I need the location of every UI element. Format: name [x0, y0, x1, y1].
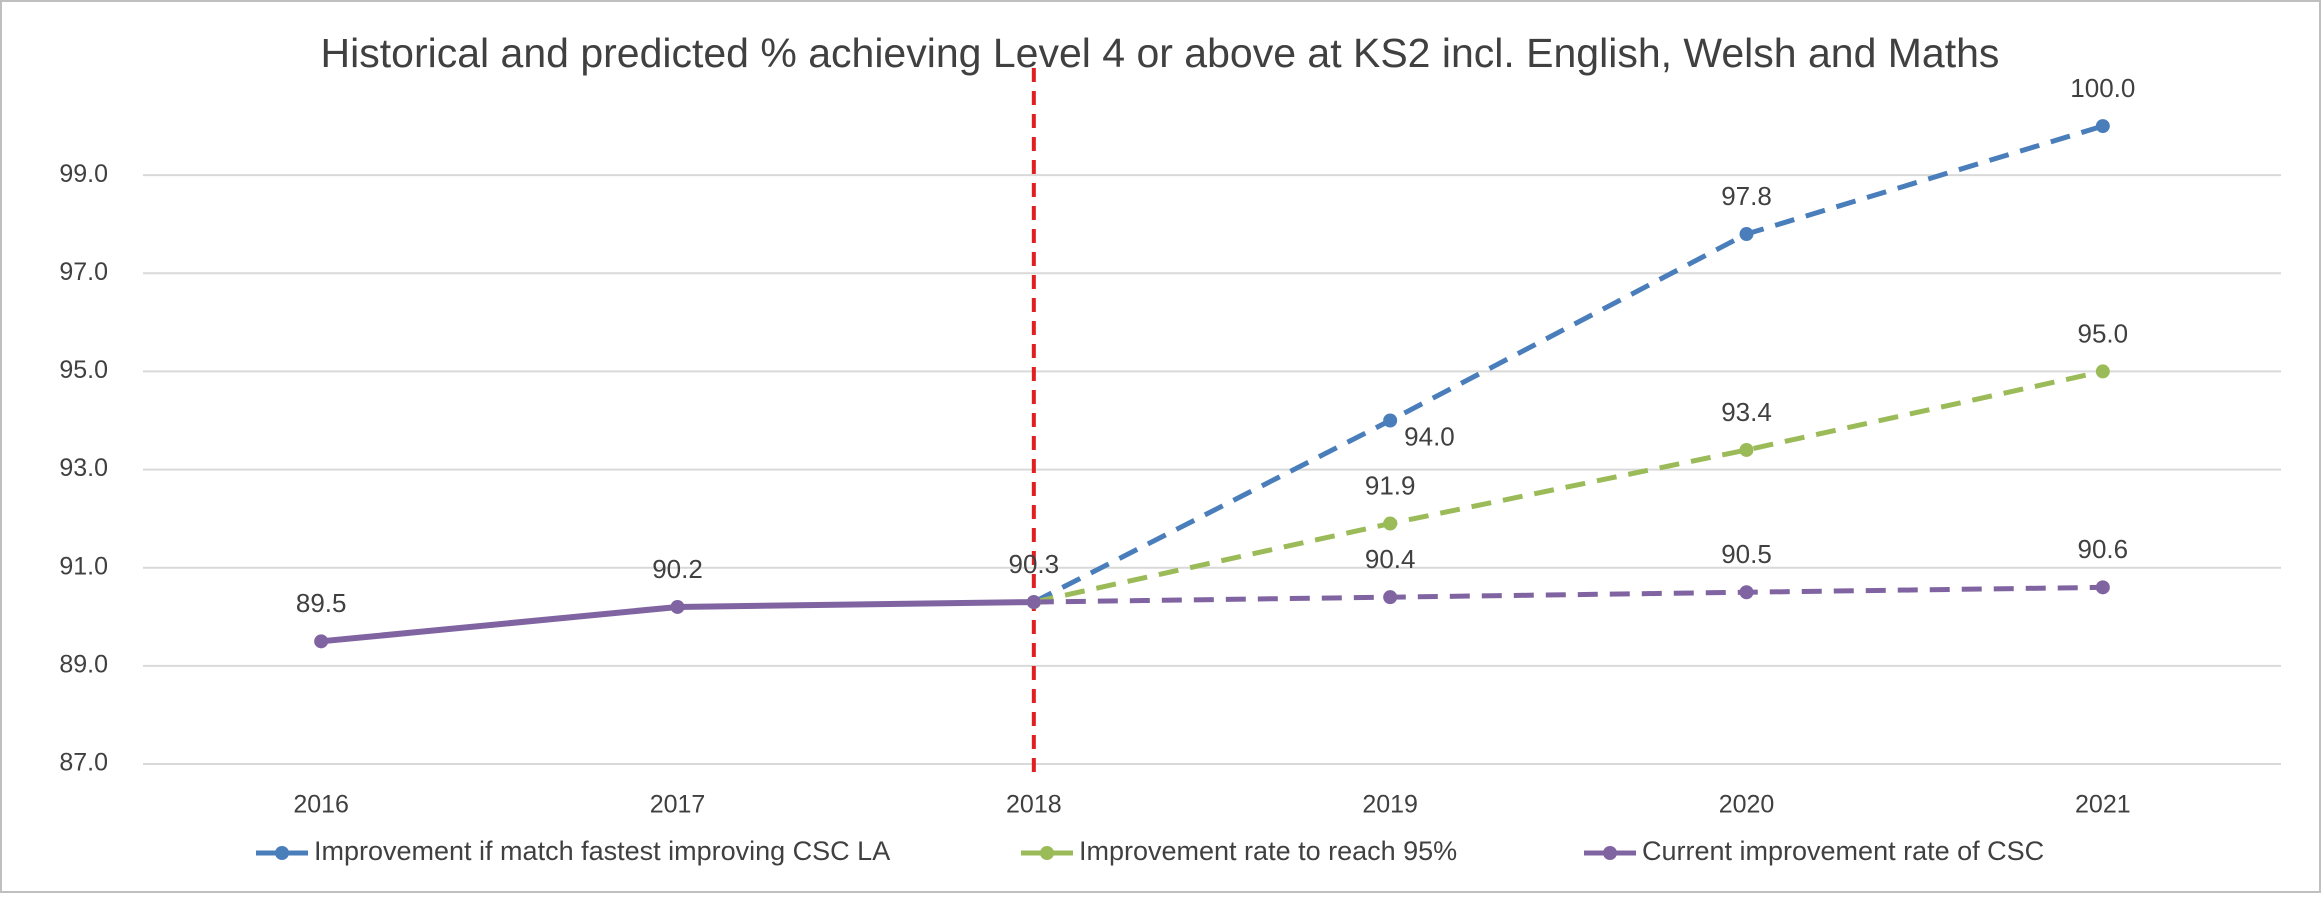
chart-title: Historical and predicted % achieving Lev…: [321, 30, 2000, 76]
series-line: [1033, 584, 2103, 605]
data-label: 90.3: [1009, 549, 1060, 579]
x-tick-label: 2016: [293, 791, 349, 819]
data-point: [1383, 413, 1398, 428]
data-point: [2095, 580, 2110, 595]
data-point: [2095, 364, 2110, 379]
data-point: [1383, 590, 1398, 605]
data-label: 90.2: [652, 554, 703, 584]
data-point: [1739, 227, 1754, 242]
y-tick-label: 89.0: [59, 650, 108, 678]
data-label: 100.0: [2070, 73, 2135, 103]
data-label: 91.9: [1365, 470, 1416, 500]
y-tick-label: 95.0: [59, 356, 108, 384]
data-label: 90.5: [1721, 539, 1772, 569]
y-tick-label: 91.0: [59, 552, 108, 580]
legend-label: Improvement rate to reach 95%: [1079, 836, 1457, 866]
y-tick-label: 87.0: [59, 749, 108, 777]
legend-label: Improvement if match fastest improving C…: [314, 836, 890, 866]
x-tick-label: 2017: [650, 791, 706, 819]
data-point: [2095, 119, 2110, 134]
data-label: 90.4: [1365, 544, 1416, 574]
x-tick-label: 2020: [1719, 791, 1775, 819]
data-label: 89.5: [296, 588, 347, 618]
y-tick-label: 99.0: [59, 160, 108, 188]
y-tick-label: 97.0: [59, 258, 108, 286]
data-point: [314, 634, 329, 649]
data-point: [1026, 595, 1041, 610]
data-point: [1739, 585, 1754, 600]
data-point: [670, 599, 685, 614]
x-tick-label: 2021: [2075, 791, 2131, 819]
data-label: 97.8: [1721, 181, 1772, 211]
data-label: 93.4: [1721, 397, 1772, 427]
data-point: [1739, 442, 1754, 457]
legend-marker: [1603, 846, 1617, 860]
data-label: 90.6: [2078, 534, 2129, 564]
data-label: 95.0: [2078, 318, 2129, 348]
legend-marker: [275, 846, 289, 860]
data-label: 94.0: [1404, 421, 1455, 451]
x-tick-label: 2018: [1006, 791, 1062, 819]
x-tick-label: 2019: [1362, 791, 1418, 819]
series-line: [1032, 123, 2104, 605]
y-tick-label: 93.0: [59, 454, 108, 482]
series-line: [1033, 368, 2104, 605]
data-point: [1383, 516, 1398, 531]
legend-label: Current improvement rate of CSC: [1642, 836, 2044, 866]
legend-marker: [1040, 846, 1054, 860]
